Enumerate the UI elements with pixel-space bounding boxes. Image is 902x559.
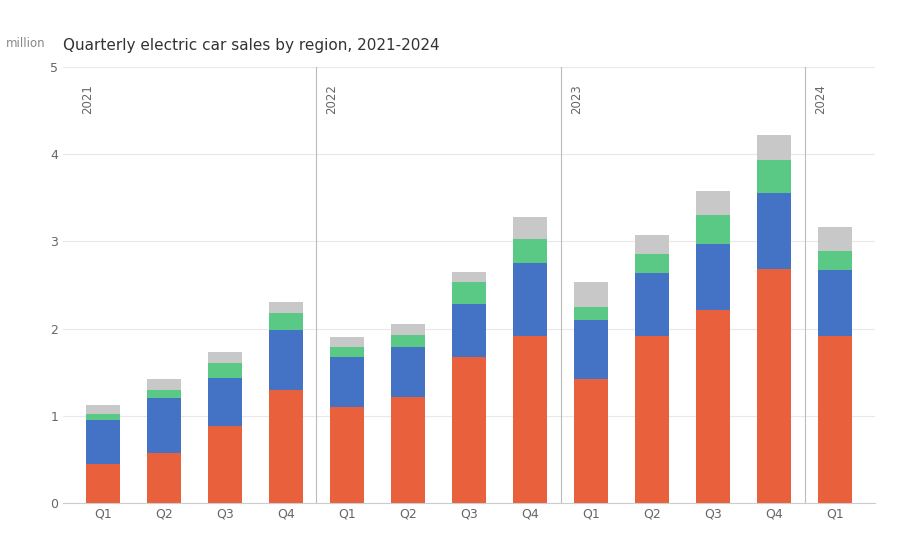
Bar [575, 282, 608, 307]
Bar [330, 407, 364, 503]
Bar [513, 263, 547, 335]
Bar [452, 282, 486, 304]
Bar [269, 330, 303, 390]
Bar [86, 464, 120, 503]
Bar [575, 307, 608, 320]
Bar [635, 335, 669, 503]
Bar [635, 254, 669, 273]
Bar [758, 135, 791, 159]
Bar [208, 352, 242, 363]
Bar [513, 335, 547, 503]
Bar [696, 244, 730, 310]
Bar [696, 310, 730, 503]
Bar [635, 235, 669, 254]
Bar [758, 159, 791, 193]
Bar [147, 453, 180, 503]
Bar [758, 193, 791, 269]
Bar [330, 337, 364, 347]
Text: 2023: 2023 [570, 84, 583, 114]
Bar [147, 379, 180, 390]
Bar [513, 217, 547, 239]
Text: 2021: 2021 [81, 84, 95, 115]
Bar [818, 226, 852, 251]
Bar [391, 397, 425, 503]
Bar [86, 414, 120, 420]
Bar [269, 390, 303, 503]
Bar [513, 239, 547, 263]
Text: million: million [6, 37, 46, 50]
Bar [635, 273, 669, 335]
Bar [86, 420, 120, 464]
Bar [269, 302, 303, 313]
Bar [575, 379, 608, 503]
Text: 2024: 2024 [814, 84, 827, 115]
Bar [86, 405, 120, 414]
Bar [147, 390, 180, 399]
Bar [818, 270, 852, 335]
Bar [575, 320, 608, 379]
Bar [452, 357, 486, 503]
Bar [330, 357, 364, 407]
Bar [208, 378, 242, 427]
Bar [452, 304, 486, 357]
Bar [208, 427, 242, 503]
Bar [208, 363, 242, 378]
Bar [758, 269, 791, 503]
Bar [391, 324, 425, 335]
Bar [330, 347, 364, 357]
Text: Quarterly electric car sales by region, 2021-2024: Quarterly electric car sales by region, … [63, 39, 440, 54]
Bar [818, 335, 852, 503]
Text: 2022: 2022 [326, 84, 338, 115]
Bar [452, 272, 486, 282]
Bar [818, 251, 852, 270]
Bar [147, 399, 180, 453]
Bar [269, 313, 303, 330]
Bar [391, 335, 425, 347]
Bar [696, 215, 730, 244]
Bar [696, 191, 730, 215]
Bar [391, 347, 425, 397]
